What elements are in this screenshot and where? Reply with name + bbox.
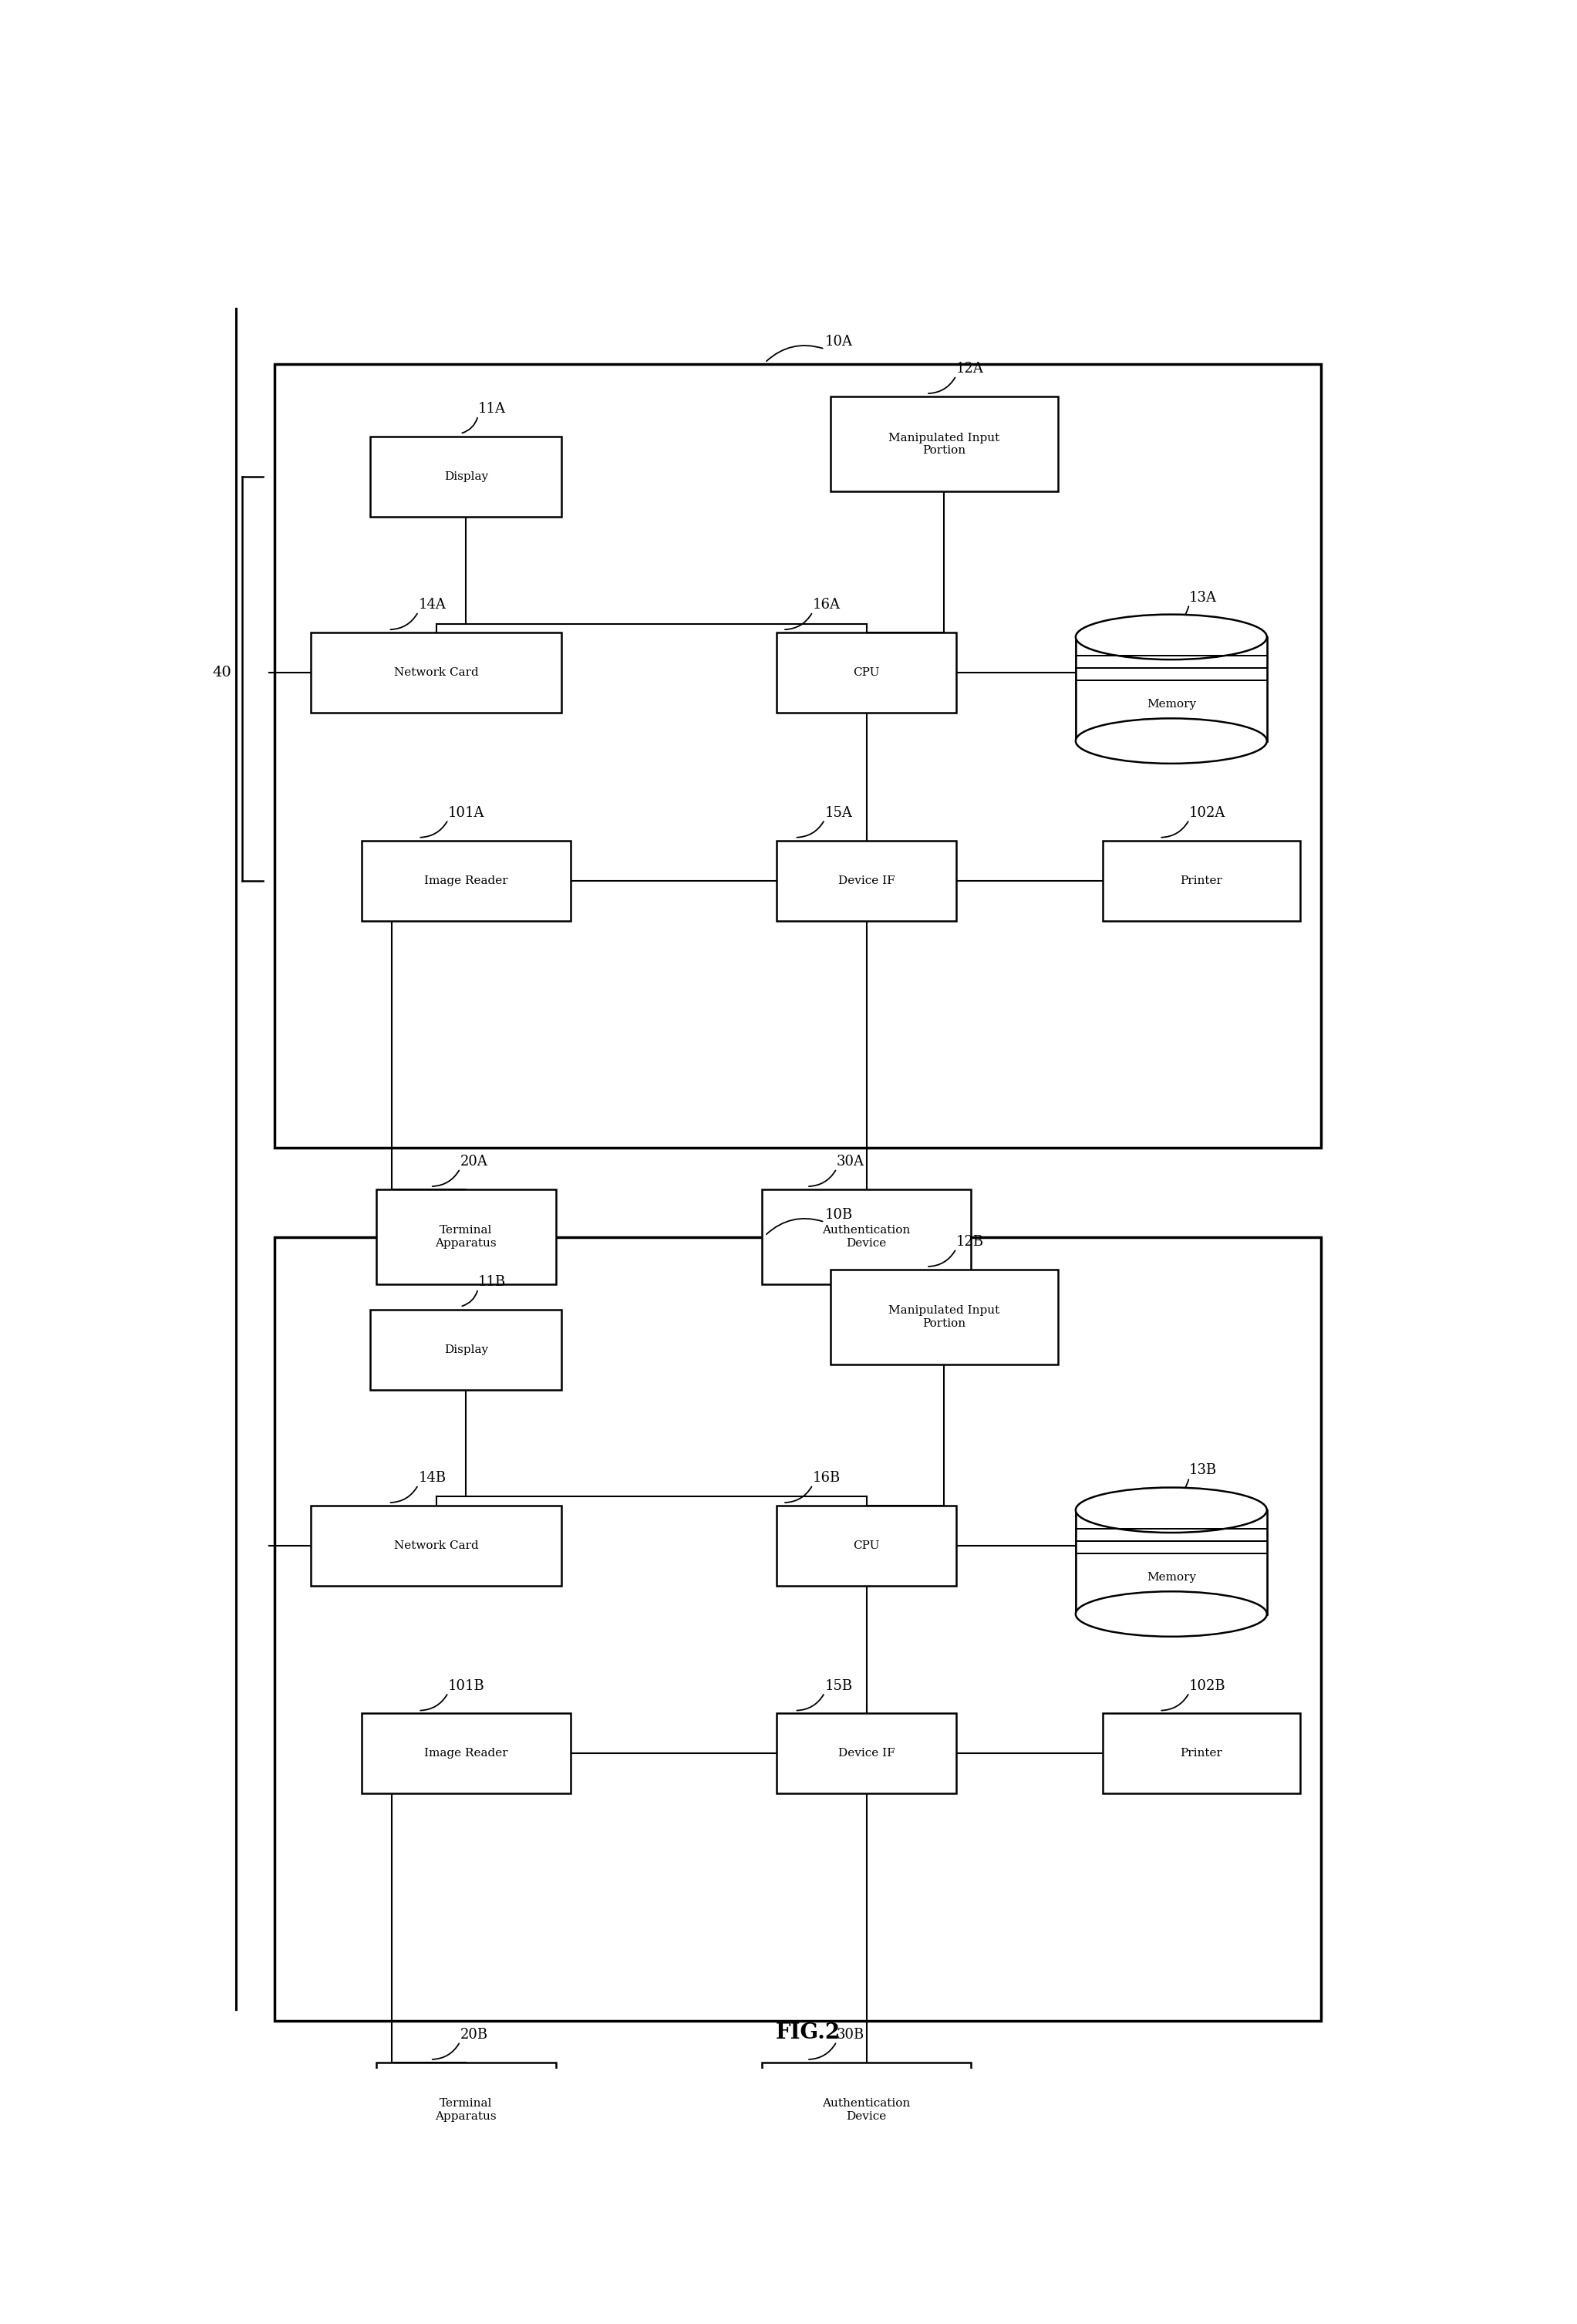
FancyBboxPatch shape [777,1506,956,1585]
Text: Memory: Memory [1146,1573,1195,1583]
Text: 11A: 11A [478,402,506,416]
Text: 12A: 12A [956,363,984,376]
Text: 101B: 101B [448,1678,486,1692]
FancyBboxPatch shape [377,1190,555,1285]
Text: 102A: 102A [1189,806,1225,820]
FancyBboxPatch shape [831,397,1058,490]
FancyBboxPatch shape [377,2061,555,2157]
Text: Device IF: Device IF [837,1748,894,1759]
Text: 10B: 10B [825,1208,853,1222]
FancyBboxPatch shape [777,841,956,920]
FancyBboxPatch shape [1076,1511,1266,1613]
Text: 12B: 12B [956,1234,984,1248]
Text: 13B: 13B [1189,1464,1217,1478]
Text: 20A: 20A [460,1155,487,1169]
FancyBboxPatch shape [361,841,571,920]
Text: Network Card: Network Card [394,667,478,679]
Text: 101A: 101A [448,806,484,820]
Text: 13A: 13A [1189,590,1217,604]
Text: 14B: 14B [418,1471,446,1485]
Text: CPU: CPU [853,667,880,679]
FancyBboxPatch shape [777,1713,956,1794]
Text: 15B: 15B [825,1678,853,1692]
FancyBboxPatch shape [371,1311,561,1390]
Text: Device IF: Device IF [837,876,894,885]
FancyBboxPatch shape [762,1190,971,1285]
FancyBboxPatch shape [831,1269,1058,1364]
Text: Display: Display [445,472,489,481]
FancyBboxPatch shape [762,2061,971,2157]
Text: Printer: Printer [1180,1748,1222,1759]
Text: 102B: 102B [1189,1678,1225,1692]
Text: 10A: 10A [825,335,853,349]
Text: Authentication
Device: Authentication Device [823,1225,910,1248]
Ellipse shape [1076,718,1266,765]
FancyBboxPatch shape [361,1713,571,1794]
Text: Image Reader: Image Reader [424,876,508,885]
Text: Memory: Memory [1146,700,1195,709]
Text: 16A: 16A [812,597,841,611]
FancyBboxPatch shape [274,365,1320,1148]
FancyBboxPatch shape [311,1506,561,1585]
FancyBboxPatch shape [1102,841,1299,920]
Ellipse shape [1076,1487,1266,1532]
Text: 14A: 14A [418,597,446,611]
Text: 15A: 15A [825,806,852,820]
Text: Network Card: Network Card [394,1541,478,1550]
FancyBboxPatch shape [371,437,561,516]
Ellipse shape [1076,1592,1266,1636]
FancyBboxPatch shape [777,632,956,713]
Text: Printer: Printer [1180,876,1222,885]
FancyBboxPatch shape [311,632,561,713]
Text: 11B: 11B [478,1276,506,1290]
FancyBboxPatch shape [1102,1713,1299,1794]
Text: Image Reader: Image Reader [424,1748,508,1759]
Ellipse shape [1076,614,1266,660]
Text: Terminal
Apparatus: Terminal Apparatus [435,2099,497,2122]
Text: 20B: 20B [460,2029,487,2040]
FancyBboxPatch shape [1076,637,1266,741]
Text: Manipulated Input
Portion: Manipulated Input Portion [888,432,1000,456]
Text: 16B: 16B [812,1471,841,1485]
Text: 30A: 30A [837,1155,864,1169]
FancyBboxPatch shape [274,1236,1320,2022]
Text: FIG.2: FIG.2 [776,2022,841,2043]
Text: Terminal
Apparatus: Terminal Apparatus [435,1225,497,1248]
Text: Display: Display [445,1343,489,1355]
Text: CPU: CPU [853,1541,880,1550]
Text: 40: 40 [211,665,232,679]
Text: 30B: 30B [837,2029,864,2040]
Text: Manipulated Input
Portion: Manipulated Input Portion [888,1306,1000,1329]
Text: Authentication
Device: Authentication Device [823,2099,910,2122]
